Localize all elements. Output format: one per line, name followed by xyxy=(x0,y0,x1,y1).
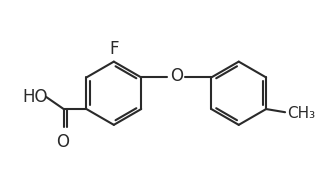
Text: O: O xyxy=(170,67,183,85)
Text: HO: HO xyxy=(23,88,48,106)
Text: CH₃: CH₃ xyxy=(287,106,315,121)
Text: F: F xyxy=(109,40,119,58)
Text: O: O xyxy=(56,133,69,151)
